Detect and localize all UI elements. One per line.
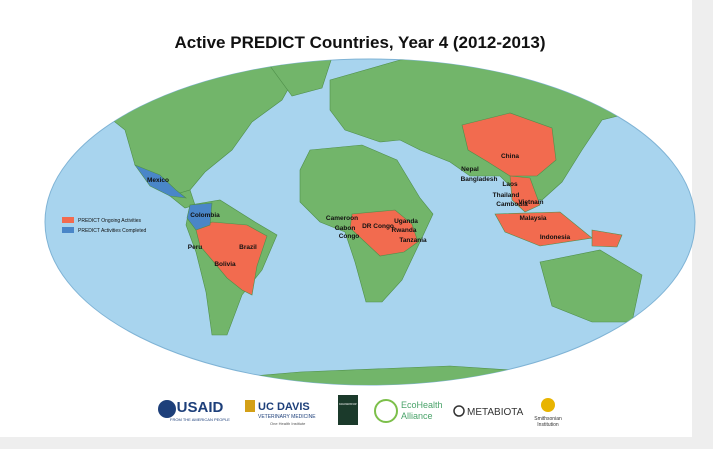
country-label: Mexico <box>147 177 169 184</box>
logo-text: UC DAVIS <box>258 401 310 413</box>
legend-swatch <box>62 217 74 223</box>
legend-label: PREDICT Ongoing Activities <box>78 218 141 224</box>
country-label: Uganda <box>394 218 418 225</box>
country-label: Bangladesh <box>461 176 498 183</box>
country-label: Nepal <box>461 166 479 173</box>
highlighted-regions <box>134 112 623 296</box>
logo-text: Institution <box>537 422 559 428</box>
country-label: Colombia <box>190 212 220 219</box>
ecohealth-mark <box>374 399 398 423</box>
country-label: Malaysia <box>519 215 546 222</box>
legend-swatch <box>62 227 74 233</box>
logo-text: Smithsonian <box>534 416 562 422</box>
ucdavis-mark <box>245 400 255 412</box>
country-label: Gabon <box>335 225 356 232</box>
logo-text: EcoHealth <box>401 400 443 410</box>
logo-text: USAID <box>177 399 224 416</box>
country-label: Vietnam <box>518 199 543 206</box>
logo-text: FROM THE AMERICAN PEOPLE <box>170 417 230 422</box>
country-label: Brazil <box>239 244 257 251</box>
logo-text: METABIOTA <box>467 407 524 418</box>
country-label: Laos <box>502 181 518 188</box>
country-label: Congo <box>339 233 360 240</box>
country-label: Indonesia <box>540 234 571 241</box>
legend-label: PREDICT Activities Completed <box>78 228 146 234</box>
logo-text: WILDLIFE CONSERVATION SOCIETY <box>339 402 357 406</box>
legend: PREDICT Ongoing Activities PREDICT Activi… <box>62 217 146 234</box>
logo-text: VETERINARY MEDICINE <box>258 414 316 420</box>
country-label: Bolivia <box>214 261 236 268</box>
usaid-seal <box>158 400 176 418</box>
logos: USAID FROM THE AMERICAN PEOPLE UC DAVIS … <box>158 395 562 428</box>
country-label: Thailand <box>493 192 520 199</box>
country-label: Peru <box>188 244 202 251</box>
map-title: Active PREDICT Countries, Year 4 (2012-2… <box>174 33 545 52</box>
wcs-mark <box>338 395 358 425</box>
country-label: Rwanda <box>392 227 417 234</box>
metabiota-mark <box>453 405 465 417</box>
country-label: Cameroon <box>326 215 358 222</box>
logo-text: Alliance <box>401 411 433 421</box>
smithsonian-mark <box>541 398 555 412</box>
country-label: Tanzania <box>399 237 427 244</box>
country-label: Cambodia <box>496 201 528 208</box>
country-label: DR Congo <box>362 223 394 230</box>
country-label: China <box>501 153 519 160</box>
logo-text: One Health Institute <box>270 421 306 426</box>
